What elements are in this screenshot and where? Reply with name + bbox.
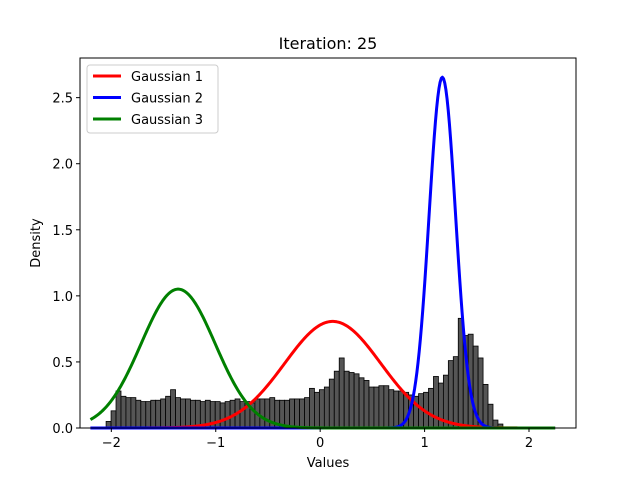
histogram-bar [140, 401, 147, 429]
y-axis-ticks: 0.0 0.5 1.0 1.5 2.0 2.5 [52, 92, 80, 437]
legend-label: Gaussian 2 [131, 92, 203, 107]
histogram-bar [289, 398, 295, 429]
histogram-bar [363, 380, 370, 429]
histogram-bar [150, 399, 157, 429]
x-tick-label: 1 [420, 436, 428, 451]
y-tick-label: 2.5 [52, 92, 73, 107]
histogram-bar [135, 399, 142, 429]
histogram-bar [452, 356, 459, 429]
x-tick-label: −2 [102, 436, 121, 451]
y-tick-label: 0.0 [52, 422, 73, 437]
x-tick-label: 0 [316, 436, 324, 451]
y-axis-label: Density [29, 218, 44, 268]
histogram-bar [214, 401, 221, 429]
x-tick-label: 2 [525, 436, 533, 451]
y-tick-label: 1.5 [52, 224, 73, 239]
histogram-bar [175, 397, 181, 429]
histogram-bar [115, 390, 122, 429]
histogram-bar [383, 385, 390, 429]
histogram-bar [170, 389, 176, 429]
histogram-bar [433, 376, 439, 429]
histogram-bar [294, 398, 300, 429]
legend-box [86, 64, 219, 134]
histogram-bar [318, 389, 325, 429]
y-tick-label: 2.0 [52, 158, 73, 173]
histogram-bar [314, 391, 320, 429]
histogram-bar [299, 398, 305, 429]
histogram-bar [348, 372, 355, 429]
histogram-bar [165, 395, 171, 429]
histogram-bar [338, 357, 345, 429]
histogram-bar [110, 410, 117, 429]
histogram-bar [130, 397, 137, 429]
histogram-bar [284, 399, 291, 429]
histogram-bar [393, 390, 400, 429]
histogram-bar [343, 370, 350, 429]
histogram-bar [219, 402, 226, 429]
histogram-bar [333, 370, 340, 429]
histogram-bar [125, 397, 132, 429]
y-tick-label: 1.0 [52, 290, 73, 305]
histogram-bar [194, 399, 201, 429]
y-tick-label: 0.5 [52, 356, 73, 371]
histogram-bar [487, 403, 494, 429]
histogram-bar [264, 398, 271, 429]
histogram-bar [155, 399, 162, 429]
chart-title: Iteration: 25 [279, 34, 378, 53]
histogram-bar [378, 385, 385, 429]
x-axis-ticks: −2 −1 0 1 2 [102, 428, 533, 451]
histogram-bar [358, 377, 365, 429]
histogram-bar [145, 401, 152, 429]
histogram-bar [190, 399, 196, 429]
legend-label: Gaussian 1 [131, 70, 203, 85]
histogram-bar [368, 386, 375, 429]
histogram-bar [259, 398, 266, 429]
histogram-bar [160, 398, 167, 429]
histogram-bar [224, 401, 231, 429]
histogram-bar [185, 398, 191, 429]
histogram-bar [373, 386, 380, 429]
histogram-bar [323, 386, 330, 429]
histogram-bar [180, 398, 186, 429]
histogram-bar [304, 397, 310, 429]
histogram-bar [353, 373, 360, 429]
histogram-bar [428, 387, 434, 429]
x-axis-label: Values [307, 456, 350, 471]
histogram-bar [447, 360, 454, 429]
plot-frame [79, 57, 577, 429]
histogram-bar [328, 378, 335, 429]
x-tick-label: −1 [206, 436, 225, 451]
legend-label: Gaussian 3 [131, 113, 203, 128]
histogram-bar [309, 387, 315, 429]
histogram-bar [120, 395, 127, 429]
legend: Gaussian 1 Gaussian 2 Gaussian 3 [86, 64, 219, 134]
histogram-bar [388, 389, 395, 429]
histogram-bar [482, 383, 489, 429]
histogram-bar [239, 401, 246, 429]
